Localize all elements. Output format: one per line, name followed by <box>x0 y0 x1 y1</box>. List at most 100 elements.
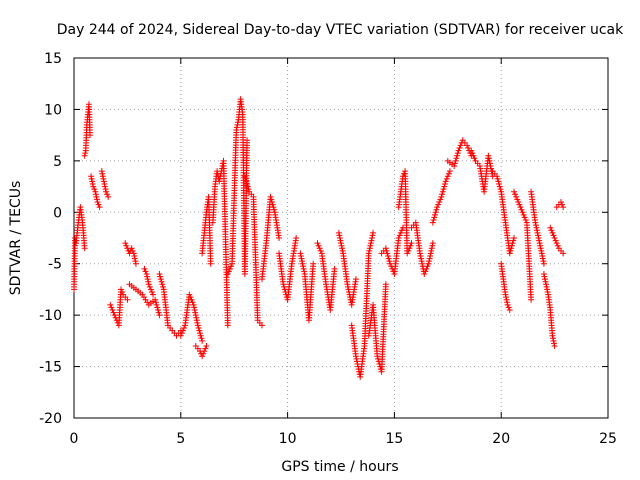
data-point-track <box>538 250 545 257</box>
data-point-track <box>317 247 324 254</box>
data-point-track <box>299 258 306 265</box>
data-point-track <box>422 268 429 275</box>
data-point <box>421 271 428 277</box>
data-point-track <box>426 255 433 262</box>
data-point-track <box>336 235 343 241</box>
data-point-track <box>300 265 307 272</box>
data-point-track <box>548 227 555 234</box>
data-point <box>532 219 539 226</box>
data-point-track <box>453 155 460 162</box>
data-point <box>504 301 511 308</box>
data-point <box>344 281 351 288</box>
y-tick-label: -5 <box>48 257 62 273</box>
data-point-track <box>227 263 234 270</box>
data-point-track <box>368 237 375 244</box>
data-point-track <box>536 237 543 244</box>
data-point-track <box>537 245 544 252</box>
data-point <box>143 271 150 277</box>
data-point-track <box>245 186 252 193</box>
data-point-track <box>104 191 111 198</box>
data-point-track <box>198 335 205 342</box>
data-point <box>549 332 556 339</box>
data-point <box>310 260 317 267</box>
data-point-track <box>435 201 442 208</box>
data-point <box>446 168 453 175</box>
data-point-track <box>233 124 240 131</box>
data-point-track <box>550 337 557 344</box>
data-point-track <box>514 196 521 203</box>
x-tick-label: 20 <box>492 431 510 447</box>
y-tick-label: 5 <box>53 154 62 170</box>
data-point-track <box>433 206 440 213</box>
data-point <box>96 204 103 211</box>
data-point-track <box>244 183 251 190</box>
data-point-track <box>513 193 520 200</box>
data-point <box>297 250 304 257</box>
data-point-track <box>234 121 241 128</box>
data-point-track <box>507 247 514 254</box>
data-point-track <box>443 175 450 182</box>
data-point-track <box>384 253 391 259</box>
data-point-track <box>315 242 322 249</box>
data-point <box>92 188 99 195</box>
data-point-track <box>298 255 305 262</box>
data-point <box>280 281 287 288</box>
data-point <box>117 286 124 293</box>
data-point-track <box>419 260 426 267</box>
data-point <box>244 137 251 144</box>
data-point <box>81 245 88 252</box>
data-point-track <box>428 245 435 252</box>
data-point-track <box>549 335 556 342</box>
data-point <box>88 173 95 180</box>
data-point-track <box>188 296 195 303</box>
data-point-track <box>367 240 374 247</box>
data-point <box>468 147 475 154</box>
data-point <box>128 245 135 252</box>
data-point-track <box>93 193 100 200</box>
data-point-track <box>471 155 478 162</box>
data-point-track <box>518 206 525 213</box>
data-point-track <box>338 240 344 247</box>
data-point-track <box>418 258 425 265</box>
data-point-track <box>153 301 160 308</box>
y-tick-label: -15 <box>39 360 62 376</box>
data-point-track <box>178 330 185 337</box>
data-point-track <box>191 307 198 313</box>
data-point <box>335 229 342 236</box>
data-point-track <box>353 355 360 362</box>
data-point-track <box>195 325 202 331</box>
data-point-track <box>91 186 98 193</box>
data-point-track <box>197 332 204 339</box>
data-point-track <box>366 247 373 254</box>
data-point-track <box>496 181 503 187</box>
data-point-track <box>102 186 109 193</box>
data-point-track <box>551 340 558 347</box>
data-point-track <box>146 283 153 290</box>
data-point <box>365 250 372 257</box>
data-point-track <box>396 232 403 239</box>
data-point <box>387 260 394 267</box>
data-point-track <box>539 255 546 262</box>
data-point-track <box>383 247 390 254</box>
data-point-track <box>345 286 352 293</box>
data-point-track <box>441 183 448 190</box>
data-point-track <box>457 142 464 149</box>
data-point-track <box>432 209 439 216</box>
data-point-track <box>429 242 436 249</box>
data-point-track <box>520 211 527 218</box>
data-point <box>224 322 231 329</box>
data-point-track <box>157 273 164 280</box>
data-point-track <box>510 237 517 244</box>
data-point <box>203 343 210 349</box>
data-point-track <box>428 247 435 254</box>
data-point <box>374 353 381 360</box>
data-point-track <box>522 217 529 223</box>
data-point-track <box>451 160 458 167</box>
x-tick-label: 0 <box>70 431 79 447</box>
data-point-track <box>123 242 130 249</box>
data-point-track <box>92 191 99 198</box>
data-point <box>352 353 359 360</box>
data-point-track <box>129 247 136 254</box>
x-tick-label: 15 <box>385 431 403 447</box>
